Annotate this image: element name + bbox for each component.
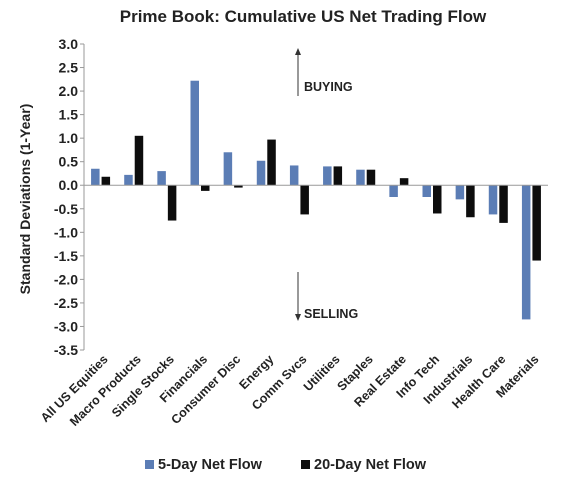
bar-5-day-net-flow-macro-products (124, 174, 133, 186)
bar-20-day-net-flow-materials (532, 185, 541, 261)
y-tick-label: -1.5 (54, 248, 78, 264)
bars (91, 80, 541, 320)
bar-20-day-net-flow-real-estate (399, 178, 409, 186)
bar-20-day-net-flow-info-tech (433, 185, 442, 214)
y-axis-label: Standard Deviations (1-Year) (17, 104, 33, 295)
y-axis: 3.0 2.5 2.0 1.5 1.0 0.5 0.0 -0.5 -1.0 -1.5 -2.0 -2.… (54, 36, 85, 358)
y-tick-label: 3.0 (59, 36, 79, 52)
chart-title: Prime Book: Cumulative US Net Trading Fl… (120, 7, 487, 26)
legend: 5-Day Net Flow 20-Day Net Flow (145, 457, 427, 473)
y-tick-label: -1.0 (54, 224, 78, 240)
y-tick-label: -0.5 (54, 201, 78, 217)
buying-annotation: BUYING (304, 80, 353, 94)
y-tick-label: 0.0 (59, 177, 79, 193)
bar-20-day-net-flow-energy (267, 139, 276, 186)
bar-5-day-net-flow-info-tech (422, 185, 431, 197)
bar-20-day-net-flow-staples (366, 169, 376, 186)
y-tick-label: 0.5 (59, 154, 79, 170)
legend-label-5-day: 5-Day Net Flow (158, 457, 263, 473)
y-tick-label: -2.5 (54, 295, 78, 311)
bar-5-day-net-flow-comm-svcs (289, 165, 299, 186)
y-tick-label: 2.0 (59, 83, 79, 99)
bar-5-day-net-flow-financials (190, 80, 199, 186)
bar-20-day-net-flow-health-care (499, 185, 508, 223)
bar-5-day-net-flow-staples (356, 169, 365, 186)
bar-5-day-net-flow-energy (256, 160, 266, 186)
bar-5-day-net-flow-real-estate (389, 185, 398, 197)
bar-5-day-net-flow-materials (521, 185, 531, 320)
legend-swatch-20-day (301, 460, 310, 469)
bar-20-day-net-flow-consumer-disc (234, 185, 243, 188)
bar-5-day-net-flow-industrials (455, 185, 465, 200)
bar-20-day-net-flow-comm-svcs (300, 185, 309, 215)
bar-5-day-net-flow-all-us-equities (91, 168, 100, 186)
bar-20-day-net-flow-macro-products (134, 135, 144, 186)
buying-arrow-head (295, 48, 301, 55)
legend-label-20-day: 20-Day Net Flow (314, 457, 427, 473)
bar-20-day-net-flow-utilities (333, 166, 343, 186)
y-tick-label: -3.0 (54, 318, 78, 334)
y-tick-label: -3.5 (54, 342, 78, 358)
annotations: BUYING SELLING (295, 48, 358, 321)
bar-5-day-net-flow-single-stocks (157, 171, 166, 186)
selling-annotation: SELLING (304, 307, 358, 321)
bar-20-day-net-flow-all-us-equities (101, 176, 111, 186)
y-tick-label: 1.5 (59, 107, 79, 123)
bar-5-day-net-flow-health-care (488, 185, 498, 215)
bar-20-day-net-flow-financials (201, 185, 210, 191)
bar-5-day-net-flow-utilities (323, 166, 332, 186)
bar-5-day-net-flow-consumer-disc (223, 152, 233, 186)
legend-swatch-5-day (145, 460, 154, 469)
selling-arrow-head (295, 314, 301, 321)
y-tick-label: 1.0 (59, 130, 79, 146)
y-tick-label: 2.5 (59, 60, 79, 76)
bar-20-day-net-flow-industrials (466, 185, 475, 218)
bar-20-day-net-flow-single-stocks (167, 185, 177, 221)
y-tick-label: -2.0 (54, 271, 78, 287)
x-tick-label-utilities: Utilities (301, 352, 343, 394)
